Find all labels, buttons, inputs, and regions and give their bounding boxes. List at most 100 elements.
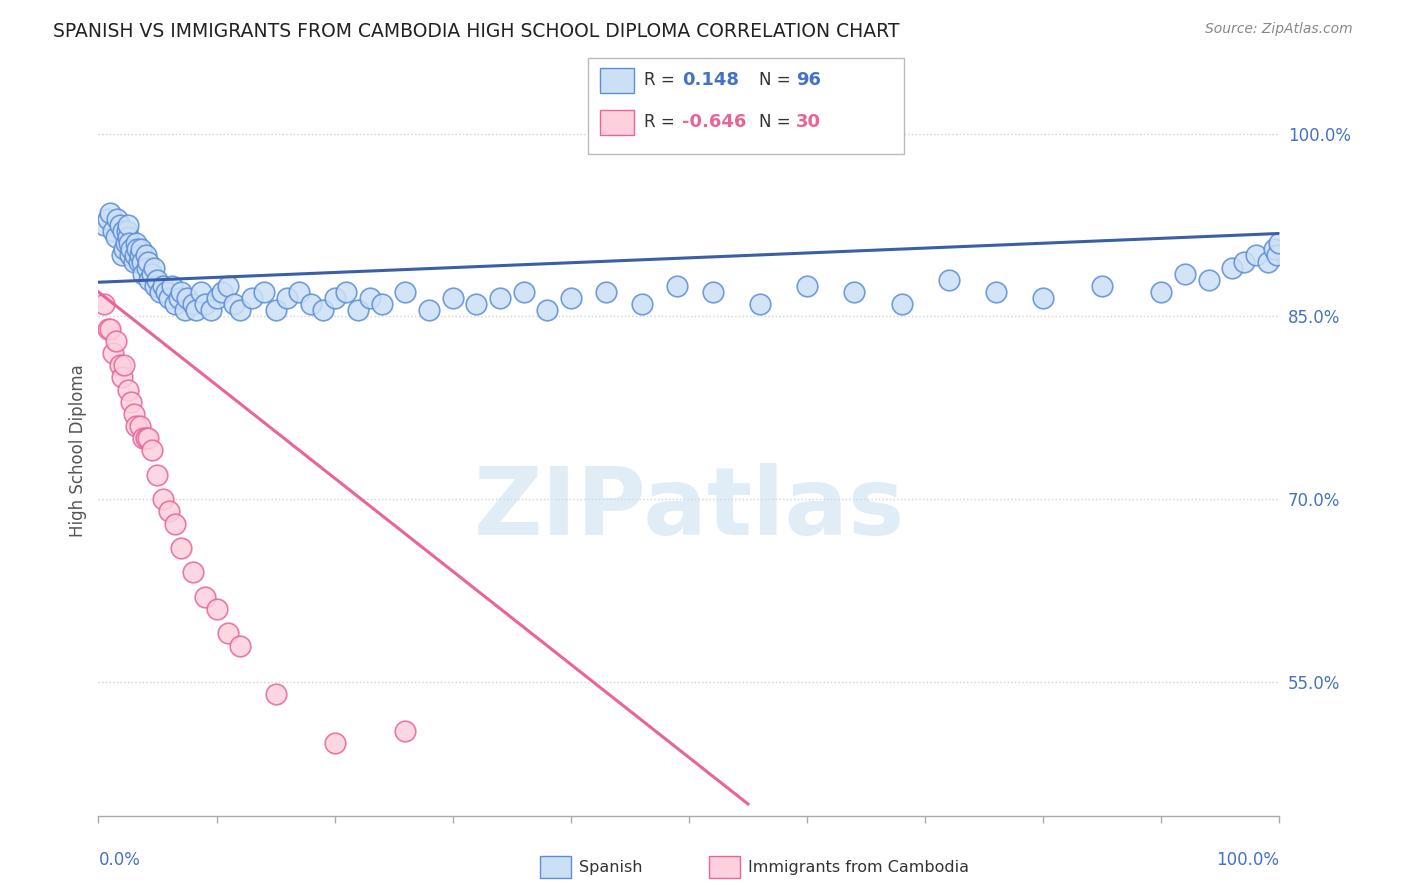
Point (844, 285, 866, 299)
Point (190, 285, 212, 299)
Point (276, 291, 298, 305)
Point (112, 224, 135, 238)
Point (335, 285, 357, 299)
Point (194, 297, 217, 311)
Point (105, 334, 128, 348)
Text: 100.0%: 100.0% (1216, 851, 1279, 870)
Point (121, 243, 143, 257)
Point (181, 566, 204, 580)
Point (1091, 278, 1114, 293)
Point (666, 278, 689, 293)
Text: 96: 96 (796, 71, 821, 89)
Point (1263, 243, 1285, 257)
Point (141, 267, 163, 281)
Point (146, 273, 169, 287)
Point (194, 590, 217, 604)
Point (105, 211, 128, 226)
Point (120, 248, 142, 262)
Point (170, 285, 193, 299)
Point (512, 285, 534, 299)
Point (217, 278, 239, 293)
Point (465, 297, 488, 311)
Point (229, 303, 252, 318)
Point (97, 321, 120, 335)
Point (141, 443, 163, 458)
Point (135, 248, 157, 262)
Point (155, 285, 177, 299)
Point (136, 254, 159, 268)
Point (101, 346, 124, 360)
Point (138, 273, 160, 287)
Point (748, 297, 770, 311)
Text: N =: N = (759, 71, 796, 89)
Point (143, 278, 166, 293)
Text: R =: R = (644, 113, 681, 131)
Point (98, 205, 121, 219)
Point (1198, 273, 1220, 287)
Text: SPANISH VS IMMIGRANTS FROM CAMBODIA HIGH SCHOOL DIPLOMA CORRELATION CHART: SPANISH VS IMMIGRANTS FROM CAMBODIA HIGH… (53, 22, 900, 41)
Point (101, 224, 124, 238)
Point (264, 687, 287, 701)
Point (560, 291, 582, 305)
Text: Source: ZipAtlas.com: Source: ZipAtlas.com (1205, 22, 1353, 37)
Point (108, 358, 131, 372)
Point (205, 291, 228, 305)
Point (1220, 260, 1243, 275)
Point (441, 291, 464, 305)
Point (394, 285, 416, 299)
Point (347, 303, 370, 318)
Y-axis label: High School Diploma: High School Diploma (69, 364, 87, 537)
Point (122, 407, 145, 421)
Text: Immigrants from Cambodia: Immigrants from Cambodia (748, 860, 969, 874)
Point (146, 467, 169, 482)
Point (160, 278, 183, 293)
Point (98, 321, 121, 335)
Point (224, 297, 246, 311)
Point (93, 297, 115, 311)
Text: ZIPatlas: ZIPatlas (474, 463, 904, 555)
Point (105, 230, 128, 244)
Point (114, 236, 136, 251)
Point (702, 285, 724, 299)
Point (108, 218, 131, 232)
Point (125, 419, 148, 434)
Point (117, 230, 139, 244)
Point (229, 639, 252, 653)
Point (93, 218, 115, 232)
Point (211, 285, 233, 299)
Point (128, 254, 150, 268)
Point (205, 602, 228, 616)
Point (938, 273, 960, 287)
Point (536, 303, 558, 318)
Point (132, 431, 155, 445)
Point (152, 278, 174, 293)
Point (128, 248, 150, 262)
Point (135, 260, 157, 275)
Point (595, 285, 617, 299)
Point (149, 285, 172, 299)
Point (299, 297, 322, 311)
Point (371, 297, 394, 311)
Point (122, 254, 145, 268)
Text: N =: N = (759, 113, 796, 131)
Point (418, 303, 440, 318)
Point (217, 626, 239, 640)
Text: R =: R = (644, 71, 681, 89)
Point (323, 736, 346, 750)
Text: -0.646: -0.646 (682, 113, 747, 131)
Point (118, 236, 141, 251)
Point (128, 419, 150, 434)
Point (1032, 291, 1054, 305)
Point (152, 492, 174, 507)
Point (394, 723, 416, 738)
Text: Spanish: Spanish (579, 860, 643, 874)
Point (112, 243, 135, 257)
Text: 0.0%: 0.0% (98, 851, 141, 870)
Point (142, 260, 165, 275)
Point (165, 297, 187, 311)
Point (129, 243, 152, 257)
Point (136, 431, 159, 445)
Point (111, 370, 134, 384)
Point (984, 285, 1007, 299)
Point (796, 278, 818, 293)
